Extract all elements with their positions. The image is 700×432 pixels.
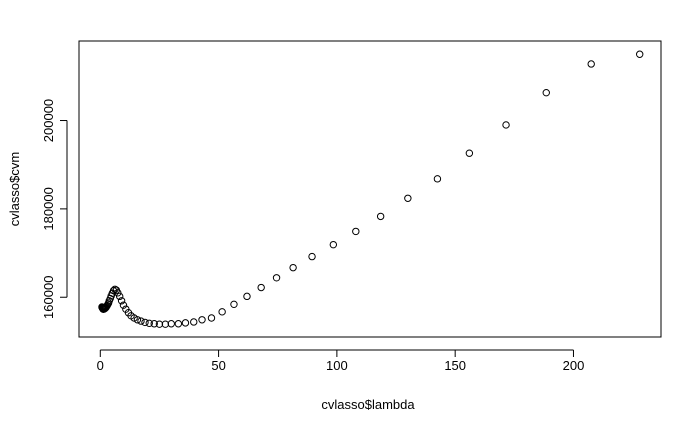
data-point [198, 316, 206, 324]
data-point [404, 194, 412, 202]
data-point [636, 50, 644, 58]
data-point [137, 317, 145, 325]
data-point [119, 301, 128, 309]
data-point [329, 240, 338, 249]
x-tick-label: 100 [326, 358, 348, 373]
data-point [465, 149, 474, 157]
data-point [207, 314, 216, 322]
data-point [190, 318, 198, 326]
data-point [289, 263, 297, 272]
data-point [115, 292, 124, 301]
data-point [181, 319, 190, 327]
data-point [433, 175, 442, 183]
data-point [587, 60, 595, 68]
data-point [243, 292, 251, 301]
data-point [174, 320, 183, 328]
data-point [502, 121, 510, 129]
data-point [218, 308, 226, 316]
data-points [98, 50, 644, 328]
y-tick-label: 180000 [41, 187, 56, 230]
data-point [98, 303, 106, 311]
x-tick-label: 150 [444, 358, 466, 373]
x-tick-label: 200 [563, 358, 585, 373]
data-point [272, 274, 281, 282]
data-point [122, 305, 130, 313]
y-axis: 160000 180000 200000 [41, 99, 68, 319]
x-axis: 0 50 100 150 200 [97, 349, 585, 373]
data-point [352, 227, 360, 236]
data-point [376, 212, 385, 221]
data-point [257, 283, 265, 292]
data-point [145, 319, 153, 328]
data-point [167, 320, 175, 328]
data-point [155, 320, 164, 328]
plot-frame [78, 40, 662, 338]
y-axis-label: cvlasso$cvm [7, 152, 22, 226]
x-tick-label: 50 [211, 358, 225, 373]
data-point [117, 297, 126, 305]
x-tick-label: 0 [97, 358, 104, 373]
data-point [308, 252, 316, 261]
x-axis-label: cvlasso$lambda [321, 397, 415, 412]
data-point [141, 318, 149, 327]
data-point [230, 300, 238, 309]
y-tick-label: 200000 [41, 99, 56, 142]
data-point [150, 320, 158, 328]
data-point [111, 285, 119, 293]
y-tick-label: 160000 [41, 276, 56, 319]
data-point [542, 88, 550, 97]
